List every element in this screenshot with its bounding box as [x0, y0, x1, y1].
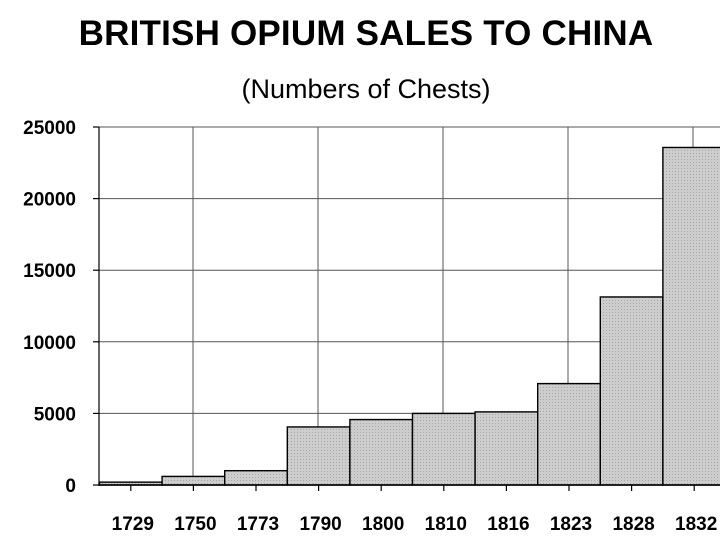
bars: [98, 146, 720, 486]
y-tick-label: 20000: [23, 190, 76, 211]
y-tick-label: 10000: [23, 333, 76, 354]
x-tick-label: 1816: [487, 514, 529, 535]
x-tick-labels: 1729 1750 1773 1790 1800 1810 1816 1823 1828 1832: [112, 514, 718, 535]
y-tick-label: 5000: [34, 404, 76, 425]
x-tick-label: 1823: [550, 514, 592, 535]
x-tick-label: 1800: [362, 514, 404, 535]
bar-1810: [411, 412, 476, 486]
x-tick-label: 1773: [237, 514, 279, 535]
x-tick-label: 1750: [174, 514, 216, 535]
bar-1816: [474, 411, 539, 486]
chart-subtitle: (Numbers of Chests): [241, 74, 491, 104]
bar-1750: [161, 475, 226, 486]
x-tick-label: 1790: [299, 514, 341, 535]
bar-1800: [349, 418, 414, 486]
bar-1832: [662, 146, 720, 486]
y-tick-label: 0: [65, 476, 76, 497]
bar-1828: [599, 296, 664, 486]
bar-1790: [286, 426, 351, 486]
y-tick-label: 25000: [23, 118, 76, 139]
x-tick-label: 1810: [425, 514, 467, 535]
chart-title: BRITISH OPIUM SALES TO CHINA: [78, 14, 654, 53]
x-tick-label: 1828: [612, 514, 654, 535]
y-tick-label: 15000: [23, 261, 76, 282]
x-tick-label: 1729: [112, 514, 154, 535]
bar-1823: [537, 382, 602, 486]
bar-1773: [223, 469, 288, 486]
x-tick-label: 1832: [675, 514, 717, 535]
axes: [93, 126, 720, 491]
y-tick-labels: 0 5000 10000 15000 20000 25000: [23, 118, 76, 497]
